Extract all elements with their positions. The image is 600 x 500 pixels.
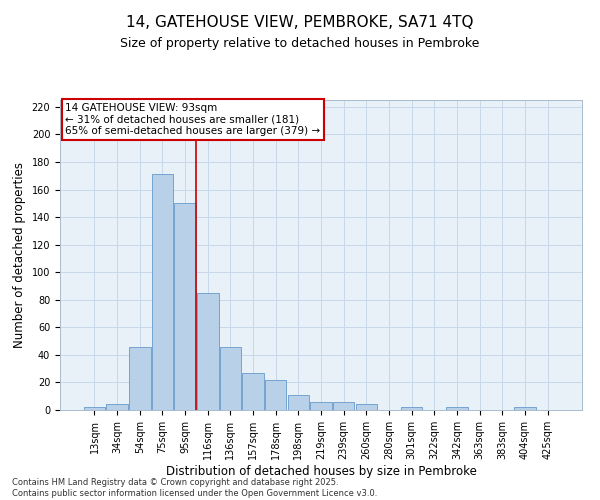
Bar	[152, 174, 173, 410]
Bar	[287, 395, 309, 410]
Bar	[265, 380, 286, 410]
Text: 14, GATEHOUSE VIEW, PEMBROKE, SA71 4TQ: 14, GATEHOUSE VIEW, PEMBROKE, SA71 4TQ	[126, 15, 474, 30]
Bar	[197, 293, 218, 410]
Text: Size of property relative to detached houses in Pembroke: Size of property relative to detached ho…	[121, 38, 479, 51]
Bar	[84, 407, 105, 410]
Bar	[220, 346, 241, 410]
X-axis label: Distribution of detached houses by size in Pembroke: Distribution of detached houses by size …	[166, 464, 476, 477]
Bar	[310, 402, 332, 410]
Bar	[514, 407, 536, 410]
Bar	[129, 346, 151, 410]
Bar	[242, 373, 264, 410]
Text: Contains HM Land Registry data © Crown copyright and database right 2025.
Contai: Contains HM Land Registry data © Crown c…	[12, 478, 377, 498]
Text: 14 GATEHOUSE VIEW: 93sqm
← 31% of detached houses are smaller (181)
65% of semi-: 14 GATEHOUSE VIEW: 93sqm ← 31% of detach…	[65, 103, 320, 136]
Bar	[446, 407, 467, 410]
Y-axis label: Number of detached properties: Number of detached properties	[13, 162, 26, 348]
Bar	[106, 404, 128, 410]
Bar	[333, 402, 355, 410]
Bar	[401, 407, 422, 410]
Bar	[356, 404, 377, 410]
Bar	[175, 204, 196, 410]
